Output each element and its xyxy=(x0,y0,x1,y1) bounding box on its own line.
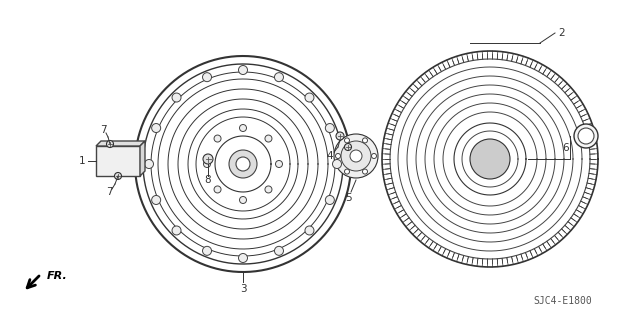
Circle shape xyxy=(265,135,272,142)
Text: 4: 4 xyxy=(326,151,333,161)
Circle shape xyxy=(204,160,211,167)
Circle shape xyxy=(239,124,246,131)
Text: FR.: FR. xyxy=(47,271,68,281)
Circle shape xyxy=(239,65,248,75)
Circle shape xyxy=(325,196,334,204)
Circle shape xyxy=(172,93,181,102)
Circle shape xyxy=(336,132,344,140)
Text: 7: 7 xyxy=(100,125,106,135)
Circle shape xyxy=(275,73,284,82)
Text: 7: 7 xyxy=(106,187,112,197)
Circle shape xyxy=(362,138,367,143)
Circle shape xyxy=(106,140,113,147)
Circle shape xyxy=(265,186,272,193)
Circle shape xyxy=(344,169,349,174)
Circle shape xyxy=(341,141,371,171)
Circle shape xyxy=(470,139,510,179)
Circle shape xyxy=(350,150,362,162)
Text: 8: 8 xyxy=(205,175,211,185)
Text: 3: 3 xyxy=(240,284,246,294)
Circle shape xyxy=(145,160,154,168)
Circle shape xyxy=(172,226,181,235)
Text: 2: 2 xyxy=(558,28,564,38)
Circle shape xyxy=(335,153,340,159)
Polygon shape xyxy=(140,141,145,176)
Circle shape xyxy=(214,135,221,142)
Circle shape xyxy=(574,124,598,148)
Circle shape xyxy=(371,153,376,159)
Polygon shape xyxy=(96,141,145,146)
Circle shape xyxy=(203,154,213,164)
Text: 6: 6 xyxy=(563,143,570,153)
Circle shape xyxy=(236,157,250,171)
Circle shape xyxy=(275,246,284,255)
Circle shape xyxy=(152,123,161,132)
Circle shape xyxy=(239,197,246,204)
Circle shape xyxy=(239,254,248,263)
Circle shape xyxy=(202,73,212,82)
Circle shape xyxy=(344,138,349,143)
Circle shape xyxy=(202,246,212,255)
Circle shape xyxy=(115,173,122,180)
Circle shape xyxy=(344,144,351,151)
Circle shape xyxy=(305,226,314,235)
Text: 5: 5 xyxy=(345,193,351,203)
Circle shape xyxy=(362,169,367,174)
Text: 1: 1 xyxy=(79,156,85,166)
Circle shape xyxy=(333,160,342,168)
Circle shape xyxy=(305,93,314,102)
FancyBboxPatch shape xyxy=(96,146,140,176)
Text: SJC4-E1800: SJC4-E1800 xyxy=(534,296,593,306)
Circle shape xyxy=(325,123,334,132)
Circle shape xyxy=(275,160,282,167)
Circle shape xyxy=(229,150,257,178)
Circle shape xyxy=(152,196,161,204)
Circle shape xyxy=(214,186,221,193)
Circle shape xyxy=(578,128,594,144)
Circle shape xyxy=(334,134,378,178)
